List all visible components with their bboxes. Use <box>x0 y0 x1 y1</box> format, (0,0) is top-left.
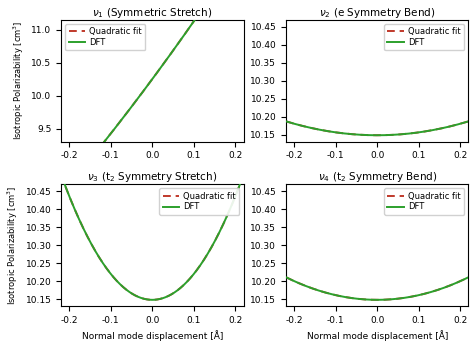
Legend: Quadratic fit, DFT: Quadratic fit, DFT <box>65 24 146 50</box>
Line: DFT: DFT <box>61 175 244 300</box>
DFT <box>382 133 388 137</box>
X-axis label: Normal mode displacement [Å]: Normal mode displacement [Å] <box>82 331 223 341</box>
Quadratic fit <box>465 275 471 279</box>
Quadratic fit <box>145 83 151 87</box>
DFT <box>283 119 289 124</box>
DFT <box>462 120 467 125</box>
DFT <box>370 298 375 302</box>
Quadratic fit <box>149 298 155 302</box>
Legend: Quadratic fit, DFT: Quadratic fit, DFT <box>159 188 239 215</box>
Title: $\nu_2$ (e Symmetry Bend): $\nu_2$ (e Symmetry Bend) <box>319 6 436 19</box>
Line: Quadratic fit: Quadratic fit <box>286 121 468 135</box>
Quadratic fit <box>167 293 173 297</box>
Quadratic fit <box>462 277 467 281</box>
Y-axis label: Isotropic Polarizability [cm$^3$]: Isotropic Polarizability [cm$^3$] <box>6 186 20 305</box>
Quadratic fit <box>371 133 377 137</box>
DFT <box>237 184 242 188</box>
DFT <box>283 275 289 279</box>
Quadratic fit <box>465 119 471 124</box>
Quadratic fit <box>58 173 64 177</box>
Quadratic fit <box>146 298 152 302</box>
Quadratic fit <box>237 184 242 188</box>
Quadratic fit <box>146 82 152 86</box>
DFT <box>465 275 471 279</box>
DFT <box>382 298 388 302</box>
Line: Quadratic fit: Quadratic fit <box>61 0 244 194</box>
Quadratic fit <box>392 297 398 301</box>
Title: $\nu_4$ (t$_2$ Symmetry Bend): $\nu_4$ (t$_2$ Symmetry Bend) <box>318 170 437 184</box>
Title: $\nu_3$ (t$_2$ Symmetry Stretch): $\nu_3$ (t$_2$ Symmetry Stretch) <box>87 170 218 184</box>
DFT <box>149 298 155 302</box>
DFT <box>145 297 151 302</box>
Quadratic fit <box>370 298 375 302</box>
Quadratic fit <box>382 298 388 302</box>
DFT <box>392 297 398 301</box>
DFT <box>433 127 439 132</box>
DFT <box>462 277 467 281</box>
Quadratic fit <box>145 297 151 302</box>
DFT <box>145 83 151 87</box>
Title: $\nu_1$ (Symmetric Stretch): $\nu_1$ (Symmetric Stretch) <box>92 6 212 19</box>
Line: Quadratic fit: Quadratic fit <box>286 277 468 300</box>
DFT <box>465 119 471 124</box>
Quadratic fit <box>462 120 467 125</box>
Quadratic fit <box>382 133 388 137</box>
Quadratic fit <box>58 192 64 196</box>
DFT <box>371 133 377 137</box>
DFT <box>208 246 214 250</box>
DFT <box>58 173 64 177</box>
Line: DFT: DFT <box>286 277 468 300</box>
DFT <box>241 173 246 177</box>
DFT <box>374 133 380 137</box>
Quadratic fit <box>283 275 289 279</box>
Quadratic fit <box>374 298 380 302</box>
DFT <box>167 53 173 57</box>
Quadratic fit <box>208 246 214 250</box>
DFT <box>157 67 163 71</box>
Y-axis label: Isotropic Polarizability [cm$^3$]: Isotropic Polarizability [cm$^3$] <box>11 21 26 141</box>
Quadratic fit <box>283 119 289 124</box>
Quadratic fit <box>433 127 439 132</box>
DFT <box>374 298 380 302</box>
Line: DFT: DFT <box>61 0 244 194</box>
Quadratic fit <box>392 133 398 137</box>
DFT <box>146 298 152 302</box>
Quadratic fit <box>433 288 439 293</box>
X-axis label: Normal mode displacement [Å]: Normal mode displacement [Å] <box>307 331 448 341</box>
Quadratic fit <box>157 297 163 301</box>
Quadratic fit <box>371 298 377 302</box>
DFT <box>392 133 398 137</box>
Line: DFT: DFT <box>286 121 468 135</box>
DFT <box>157 297 163 301</box>
DFT <box>167 293 173 297</box>
DFT <box>371 298 377 302</box>
DFT <box>58 192 64 196</box>
Quadratic fit <box>370 133 375 137</box>
DFT <box>433 288 439 293</box>
Legend: Quadratic fit, DFT: Quadratic fit, DFT <box>384 188 464 215</box>
Quadratic fit <box>241 173 246 177</box>
Quadratic fit <box>167 53 173 57</box>
Line: Quadratic fit: Quadratic fit <box>61 175 244 300</box>
Quadratic fit <box>157 67 163 71</box>
Legend: Quadratic fit, DFT: Quadratic fit, DFT <box>384 24 464 50</box>
DFT <box>146 82 152 86</box>
DFT <box>370 133 375 137</box>
Quadratic fit <box>374 133 380 137</box>
